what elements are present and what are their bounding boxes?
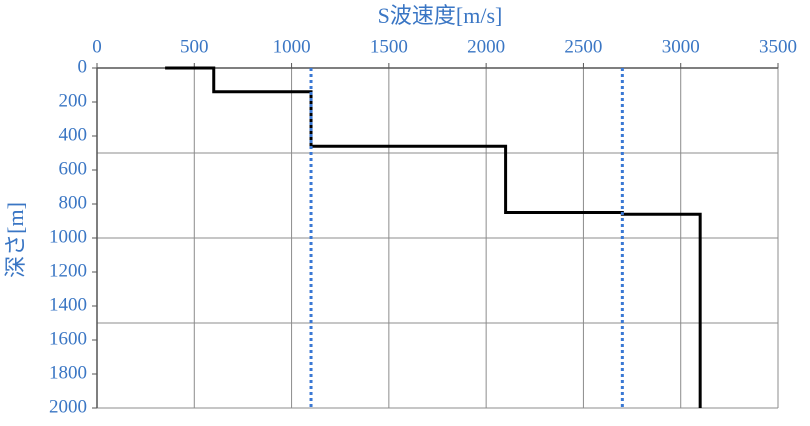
y-tick-label: 1800 [49,362,87,383]
x-tick-label: 3500 [759,36,797,57]
data-line [165,66,702,408]
x-tick-label: 3000 [662,36,700,57]
y-tick-label: 600 [59,158,88,179]
y-tick-label: 200 [59,90,88,111]
y-tick-label: 400 [59,124,88,145]
y-tick-label: 2000 [49,396,87,417]
y-tick-label: 1400 [49,294,87,315]
y-tick-label: 1000 [49,226,87,247]
x-tick-label: 500 [180,36,209,57]
x-tick-label: 2500 [564,36,602,57]
chart-title: S波速度[m/s] [378,3,503,28]
x-tick-label: 2000 [467,36,505,57]
x-tick-label: 1500 [370,36,408,57]
x-tick-label: 1000 [273,36,311,57]
y-tick-label: 800 [59,192,88,213]
y-axis-label: 深さ[m] [3,202,28,278]
y-tick-label: 1200 [49,260,87,281]
y-tick-label: 0 [78,56,88,77]
y-tick-label: 1600 [49,328,87,349]
x-tick-label: 0 [92,36,102,57]
